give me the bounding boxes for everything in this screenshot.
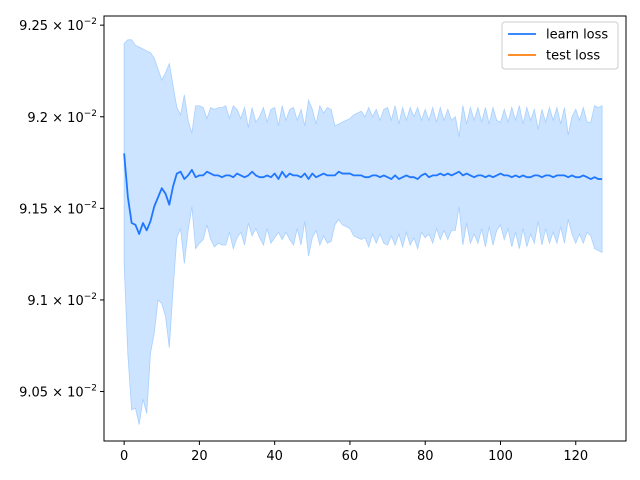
- y-tick-label: 9.1 × 10−2: [27, 292, 97, 309]
- y-tick-label: 9.05 × 10−2: [19, 384, 97, 401]
- x-tick-label: 40: [266, 449, 283, 464]
- y-tick-label: 9.15 × 10−2: [19, 200, 97, 217]
- series-line-layer: [123, 153, 603, 235]
- legend-label-test-loss: test loss: [546, 49, 600, 64]
- x-tick-label: 0: [120, 449, 128, 464]
- axes-layer: 0 20 40 60 80 100 120 9.05 × 10−2 9.1 × 10−2 9.15…: [19, 15, 627, 464]
- learn-loss-band: [123, 39, 603, 425]
- learn-loss-line: [123, 153, 603, 235]
- legend-label-learn-loss: learn loss: [546, 28, 608, 43]
- x-tick-label: 60: [342, 449, 359, 464]
- confidence-band-layer: [123, 39, 603, 425]
- x-tick-label: 120: [563, 449, 588, 464]
- legend: learn loss test loss: [501, 21, 619, 70]
- y-tick-label: 9.2 × 10−2: [27, 109, 97, 126]
- x-tick-label: 80: [417, 449, 434, 464]
- x-tick-label: 20: [191, 449, 208, 464]
- y-tick-label: 9.25 × 10−2: [19, 17, 97, 34]
- axes-frame: [103, 15, 627, 442]
- x-tick-label: 100: [488, 449, 513, 464]
